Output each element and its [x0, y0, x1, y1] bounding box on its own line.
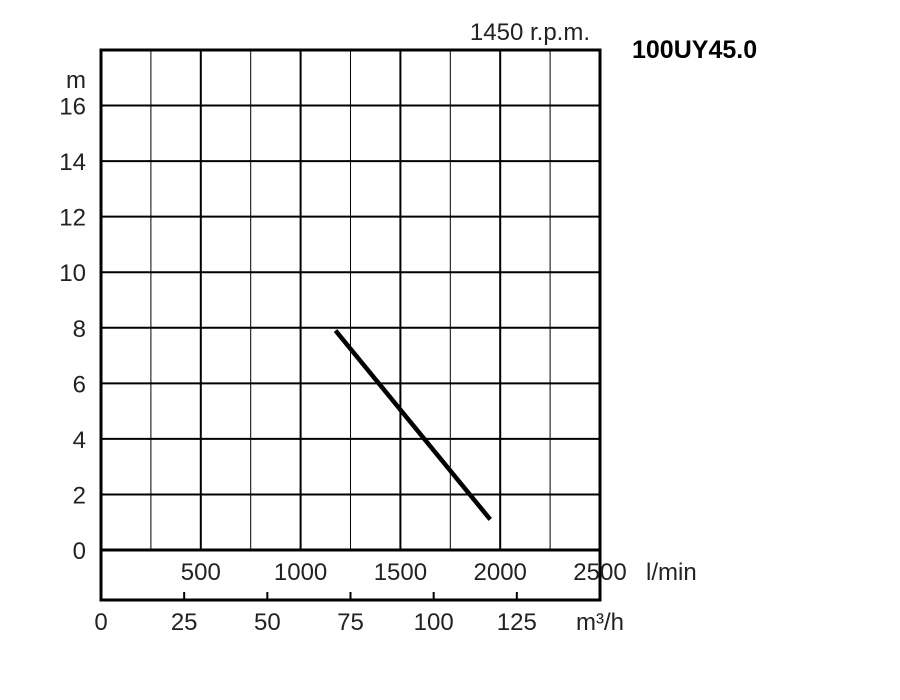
- x-m3h-tick-label: 0: [94, 609, 107, 636]
- x-axis-unit-m3h: m³/h: [576, 609, 624, 636]
- y-tick-label: 16: [59, 94, 86, 121]
- y-tick-label: 2: [73, 482, 86, 509]
- x-lmin-tick-label: 1500: [374, 559, 427, 586]
- labels-layer: 0 2 4 6 8 10 12 14 16 500 1000 1500 2000 2500 0 25 50 75 1…: [59, 94, 626, 636]
- x-lmin-tick-label: 2000: [474, 559, 527, 586]
- x-m3h-tick-label: 25: [171, 609, 198, 636]
- speed-label: 1450 r.p.m.: [470, 19, 590, 46]
- grid-lines: [101, 50, 600, 600]
- x-lmin-tick-label: 2500: [573, 559, 626, 586]
- y-tick-label: 14: [59, 149, 86, 176]
- y-tick-label: 12: [59, 205, 86, 232]
- x-lmin-tick-label: 1000: [274, 559, 327, 586]
- chart-title: 100UY45.0: [632, 36, 757, 64]
- series-layer: [333, 329, 492, 521]
- y-tick-label: 4: [73, 427, 86, 454]
- y-tick-label: 0: [73, 538, 86, 565]
- x-m3h-tick-label: 75: [337, 609, 364, 636]
- flow-axis-band: [99, 548, 602, 602]
- x-lmin-tick-label: 500: [181, 559, 221, 586]
- x-m3h-tick-label: 100: [414, 609, 454, 636]
- y-tick-label: 8: [73, 316, 86, 343]
- x-m3h-tick-label: 125: [497, 609, 537, 636]
- x-axis-unit-lmin: l/min: [646, 559, 697, 586]
- y-tick-label: 6: [73, 371, 86, 398]
- y-axis-unit: m: [66, 67, 86, 94]
- head-flow-curve: [333, 329, 492, 521]
- y-tick-label: 10: [59, 260, 86, 287]
- x-m3h-tick-label: 50: [254, 609, 281, 636]
